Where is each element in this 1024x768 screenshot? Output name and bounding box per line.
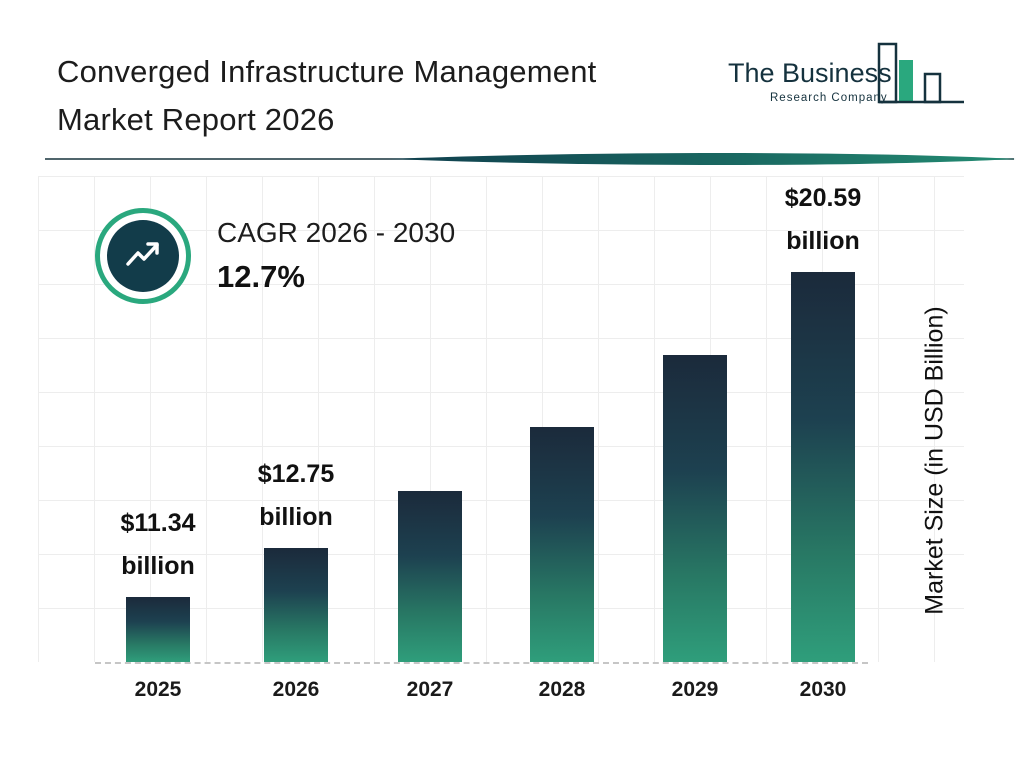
- page-title: Converged Infrastructure Management Mark…: [57, 48, 596, 144]
- logo-subname: Research Company: [770, 92, 888, 104]
- logo-bars-icon: [877, 42, 964, 104]
- trend-up-arrow: [126, 242, 159, 266]
- bar-2028: [530, 427, 594, 662]
- bar-2025: [126, 597, 190, 662]
- cagr-value: 12.7%: [217, 259, 305, 294]
- bar-2027: [398, 491, 462, 662]
- bar-value-amount: $11.34: [120, 509, 196, 537]
- x-tick-2026: 2026: [272, 678, 320, 701]
- title-line-2: Market Report 2026: [57, 102, 335, 138]
- logo-name: The Business: [728, 58, 892, 88]
- x-tick-2030: 2030: [799, 678, 847, 701]
- x-tick-2029: 2029: [671, 678, 719, 701]
- bar-value-label-2025: $11.34 billion: [68, 502, 248, 587]
- bar-value-amount: $20.59: [784, 184, 862, 212]
- chart-baseline: [95, 662, 868, 664]
- bar-value-amount: $12.75: [257, 460, 335, 488]
- bar-2029: [663, 355, 727, 662]
- logo-graphic: The Business Research Company: [728, 42, 964, 104]
- trend-up-icon: [95, 208, 191, 304]
- cagr-badge: CAGR 2026 - 2030 12.7%: [95, 208, 455, 304]
- cagr-text: CAGR 2026 - 2030 12.7%: [217, 217, 455, 295]
- x-tick-2028: 2028: [538, 678, 586, 701]
- company-logo: The Business Research Company: [726, 40, 970, 122]
- x-tick-2027: 2027: [406, 678, 454, 701]
- bar-2030: [791, 272, 855, 662]
- bar-value-unit: billion: [121, 551, 195, 580]
- bar-value-unit: billion: [259, 502, 333, 531]
- y-axis-label: Market Size (in USD Billion): [920, 306, 949, 615]
- title-line-1: Converged Infrastructure Management: [57, 54, 597, 89]
- bar-value-label-2030: $20.59 billion: [733, 177, 913, 262]
- divider: [45, 153, 1016, 165]
- bar-value-unit: billion: [786, 226, 860, 255]
- trend-up-icon-circle: [107, 220, 179, 292]
- cagr-label: CAGR 2026 - 2030: [217, 217, 456, 248]
- x-tick-2025: 2025: [134, 678, 182, 701]
- bar-value-label-2026: $12.75 billion: [206, 453, 386, 538]
- bar-2026: [264, 548, 328, 662]
- divider-accent: [388, 153, 1016, 165]
